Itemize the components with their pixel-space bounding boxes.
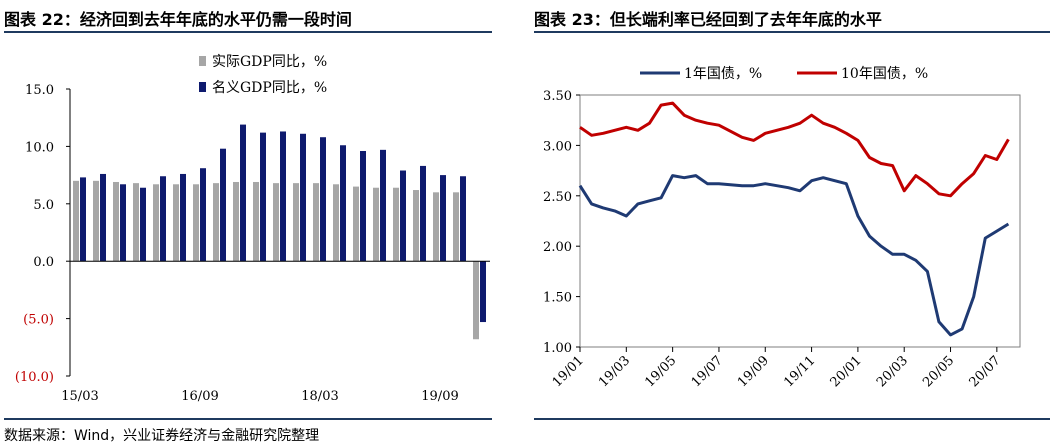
nominal-gdp-bar — [240, 124, 246, 262]
nominal-gdp-bar — [80, 177, 86, 262]
y-tick-label: 1.00 — [543, 341, 572, 356]
y-tick-label: 1.50 — [543, 291, 572, 306]
nominal-gdp-bar — [300, 133, 306, 262]
real-gdp-bar — [193, 184, 199, 262]
x-tick-label: 19/03 — [596, 353, 633, 390]
x-tick-label: 19/09 — [421, 389, 458, 404]
nominal-gdp-bar — [180, 173, 186, 262]
y-tick-label: 2.00 — [543, 240, 572, 255]
bottom-rule-left — [4, 418, 492, 420]
nominal-gdp-bar — [380, 149, 386, 262]
real-gdp-bar — [373, 187, 379, 262]
x-tick-label: 20/07 — [967, 353, 1004, 390]
nominal-gdp-bar — [200, 168, 206, 262]
legend-label: 1年国债，% — [684, 66, 762, 82]
title-rule-left — [4, 31, 492, 33]
x-tick-label: 20/05 — [920, 353, 957, 390]
nominal-gdp-bar — [260, 132, 266, 262]
real-gdp-bar — [113, 181, 119, 262]
bottom-rule-right — [534, 418, 1050, 420]
y-tick-label: 5.0 — [33, 198, 54, 213]
nominal-gdp-bar — [120, 184, 126, 262]
y-tick-label: 3.50 — [543, 89, 572, 104]
real-gdp-bar — [133, 183, 139, 262]
nominal-gdp-bar — [340, 145, 346, 262]
real-gdp-bar — [473, 261, 479, 340]
x-tick-label: 19/09 — [735, 353, 772, 390]
y-tick-label: (5.0) — [23, 313, 54, 328]
gdp-bar-chart: 15.0 10.0 5.0 0.0 (5.0) (10.0) 15/03 16/09 18/03… — [15, 54, 490, 404]
data-source-note: 数据来源：Wind，兴业证券经济与金融研究院整理 — [4, 428, 320, 444]
real-gdp-bar — [173, 184, 179, 262]
real-gdp-bar — [93, 180, 99, 262]
y-tick-label: (10.0) — [15, 370, 54, 385]
real-gdp-bar — [333, 184, 339, 262]
y-tick-label: 2.50 — [543, 190, 572, 205]
real-gdp-bar — [453, 192, 459, 262]
chart-23-title: 图表 23：但长端利率已经回到了去年年底的水平 — [534, 10, 882, 29]
nominal-gdp-bar — [140, 187, 146, 262]
x-tick-label: 19/05 — [642, 353, 679, 390]
y-tick-label: 3.00 — [543, 139, 572, 154]
legend-label: 名义GDP同比，% — [212, 80, 327, 96]
x-tick-label: 16/09 — [181, 389, 218, 404]
nominal-gdp-bar — [460, 176, 466, 262]
nominal-gdp-bar — [100, 173, 106, 262]
y-tick-label: 10.0 — [25, 140, 54, 155]
legend-label: 实际GDP同比，% — [212, 54, 327, 70]
x-tick-label: 19/01 — [550, 353, 587, 390]
chart-22-title: 图表 22：经济回到去年年底的水平仍需一段时间 — [4, 10, 352, 29]
real-gdp-bar — [153, 184, 159, 262]
nominal-gdp-bar — [440, 175, 446, 262]
real-gdp-bar — [213, 183, 219, 262]
nominal-gdp-bar — [280, 131, 286, 262]
legend-swatch — [199, 56, 206, 66]
nominal-gdp-bar — [360, 150, 366, 262]
real-gdp-bar — [273, 183, 279, 262]
legend-swatch — [199, 82, 206, 92]
real-gdp-bar — [353, 186, 359, 262]
real-gdp-bar — [73, 180, 79, 262]
real-gdp-bar — [313, 183, 319, 262]
real-gdp-bar — [393, 187, 399, 262]
real-gdp-bar — [233, 181, 239, 262]
real-gdp-bar — [433, 192, 439, 262]
nominal-gdp-bar — [420, 165, 426, 262]
nominal-gdp-bar — [160, 176, 166, 262]
real-gdp-bar — [253, 181, 259, 262]
legend-label: 10年国债，% — [841, 66, 928, 82]
x-tick-label: 20/01 — [828, 353, 865, 390]
real-gdp-bar — [293, 183, 299, 262]
x-tick-label: 19/11 — [781, 353, 818, 390]
x-tick-label: 20/03 — [874, 353, 911, 390]
y-tick-label: 15.0 — [25, 83, 54, 98]
nominal-gdp-bar — [220, 148, 226, 262]
nominal-gdp-bar — [320, 137, 326, 262]
real-gdp-bar — [413, 190, 419, 262]
nominal-gdp-bar — [400, 170, 406, 262]
x-tick-label: 19/07 — [689, 353, 726, 390]
x-tick-label: 18/03 — [301, 389, 338, 404]
line-10y-treasury — [579, 101, 1010, 198]
x-tick-label: 15/03 — [61, 389, 98, 404]
plot-frame — [579, 94, 1021, 348]
title-rule-right — [534, 31, 1050, 33]
y-tick-label: 0.0 — [33, 255, 54, 270]
line-1y-treasury — [578, 174, 1010, 337]
nominal-gdp-bar — [480, 261, 486, 323]
